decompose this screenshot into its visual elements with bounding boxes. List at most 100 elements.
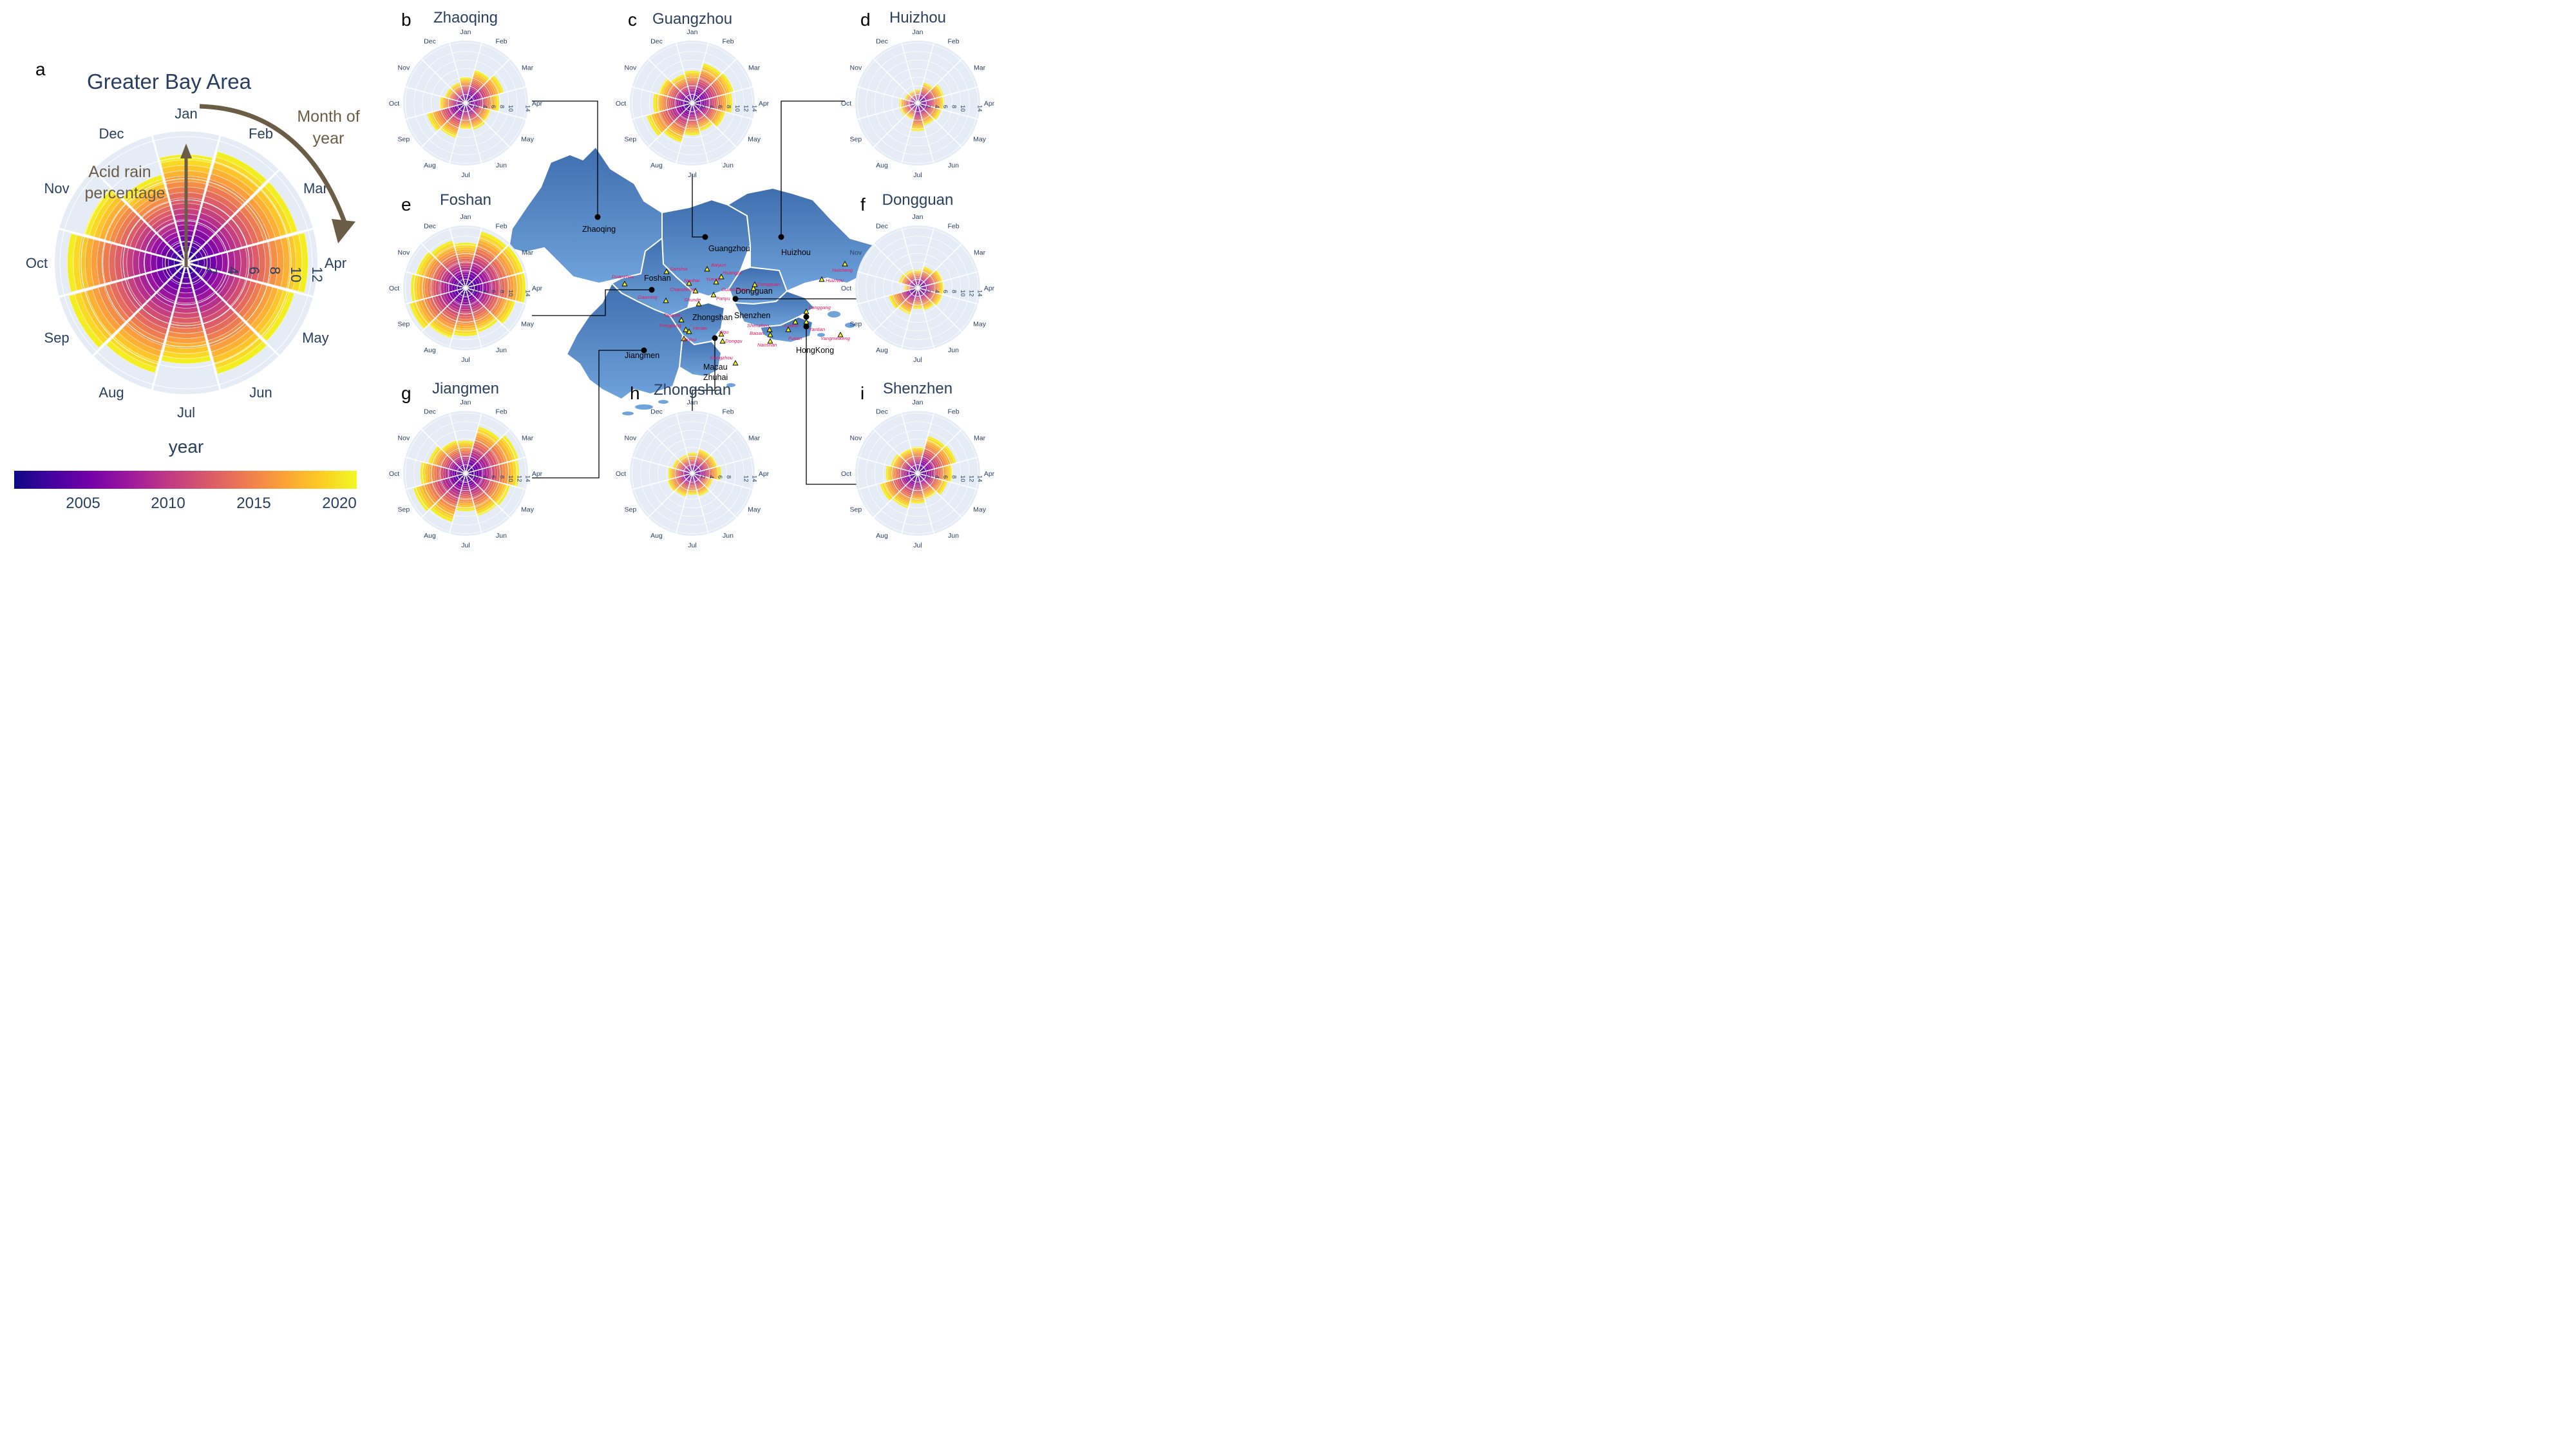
- radial-tick-label: 4: [481, 475, 488, 478]
- radial-tick-label: 14: [976, 105, 983, 112]
- angular-gridline: [917, 473, 934, 534]
- radial-tick-label: 2: [472, 105, 479, 108]
- site-marker-huicheng: [842, 261, 848, 267]
- site-marker-duanzhou: [621, 281, 628, 287]
- bar-g-aug: [430, 473, 466, 522]
- site-marker-tangxia: [678, 317, 685, 323]
- panel-title-b: Zhaoqing: [433, 9, 498, 26]
- city-label-jiangmen: Jiangmen: [625, 351, 659, 360]
- bar-e-nov: [415, 251, 466, 289]
- colorbar-tick-2010: 2010: [151, 495, 185, 512]
- radial-gridline: [683, 94, 701, 112]
- bar-segment: [460, 269, 471, 273]
- angular-gridline: [421, 287, 466, 333]
- site-marker-yangmeikeng: [837, 332, 844, 337]
- radial-gridline: [883, 253, 952, 323]
- bar-i-sep: [880, 473, 918, 501]
- angular-gridline: [405, 86, 466, 104]
- site-label-panyu: Panyu: [716, 296, 730, 301]
- month-label-apr: Apr: [984, 470, 995, 478]
- month-label-nov: Nov: [398, 249, 410, 256]
- month-label-sep: Sep: [625, 506, 637, 513]
- angular-gridline: [692, 473, 737, 518]
- site-label-gaoming: Gaoming: [638, 294, 658, 300]
- site-label-longgang: Longgang: [809, 305, 831, 310]
- site-marker-huangpu: [718, 274, 724, 279]
- radial-gridline: [431, 68, 500, 138]
- month-label-dec: Dec: [650, 408, 663, 416]
- bar-segment: [678, 99, 681, 107]
- map-region-zhaoqing: [507, 146, 665, 285]
- angular-gridline: [465, 413, 482, 474]
- bar-segment: [506, 245, 524, 273]
- radial-gridline: [631, 42, 753, 164]
- panel-letter-a: a: [35, 59, 46, 79]
- month-label-dec: Dec: [99, 126, 124, 142]
- radial-gridline: [866, 421, 970, 526]
- radial-tick-label: 14: [751, 475, 758, 482]
- angular-gridline: [917, 102, 963, 148]
- month-label-aug: Aug: [876, 346, 888, 354]
- radial-tick-label: 6: [942, 105, 949, 108]
- month-label-jan: Jan: [460, 213, 471, 221]
- radial-gridline: [649, 59, 736, 147]
- angular-gridline: [465, 428, 511, 474]
- polar-grid: [631, 42, 753, 164]
- site-marker-xiangzhou: [732, 360, 739, 366]
- site-label-shunde: Shunde: [684, 297, 701, 303]
- radial-gridline: [874, 59, 961, 147]
- radial-tick-label: 8: [951, 290, 958, 293]
- radial-gridline: [891, 77, 944, 129]
- angular-gridline: [901, 227, 918, 289]
- month-label-sep: Sep: [850, 135, 862, 143]
- bar-g-oct: [420, 462, 466, 485]
- site-label-huicheng: Huicheng: [832, 267, 853, 273]
- angular-gridline: [917, 428, 963, 474]
- bar-segment: [480, 231, 507, 249]
- radial-tick-label: 4: [481, 105, 488, 108]
- bar-segment: [462, 274, 469, 278]
- radial-gridline: [431, 439, 500, 508]
- bar-a-feb: [185, 151, 267, 263]
- month-label-jun: Jun: [948, 162, 959, 169]
- panel-title-f: Dongguan: [882, 191, 954, 209]
- site-label-dongguan: Dongguan: [757, 281, 780, 287]
- radial-gridline: [448, 455, 484, 491]
- bar-h-nov: [672, 459, 693, 474]
- radial-gridline: [404, 227, 527, 349]
- site-label-futian: Futian: [788, 336, 802, 341]
- site-label-baoan: Baoan: [750, 330, 764, 336]
- leader-lines: [532, 100, 862, 485]
- bar-h-mar: [692, 455, 718, 474]
- bar-c-jul: [684, 102, 701, 136]
- site-label-luohu: Luohu: [784, 323, 799, 328]
- bar-c-nov: [658, 78, 693, 104]
- bar-segment: [477, 503, 497, 516]
- bar-segment: [446, 283, 450, 293]
- site-marker-yuexiu: [713, 279, 719, 285]
- site-marker-xinhui: [681, 336, 687, 341]
- bar-segment: [447, 468, 451, 478]
- angular-gridline: [676, 102, 693, 164]
- angular-gridline: [405, 271, 466, 289]
- month-label-dec: Dec: [876, 408, 888, 416]
- angular-gridline: [873, 473, 918, 518]
- polar-grid: [404, 42, 527, 164]
- site-label-pengjiang: Pengjiang: [659, 323, 682, 328]
- polar-chart-d: 2 4 6 8 10 14 Jan Feb Mar Apr May Jun Jul Aug Sep Oct No…: [841, 9, 995, 179]
- angular-gridline: [917, 287, 978, 305]
- radial-tick-label: 14: [976, 290, 983, 297]
- panel-title-g: Jiangmen: [432, 380, 499, 397]
- colorbar-tick-2020: 2020: [322, 495, 356, 512]
- angular-gridline: [692, 86, 753, 104]
- bar-segment: [515, 460, 520, 487]
- radial-gridline: [666, 77, 719, 129]
- bar-c-sep: [646, 102, 693, 137]
- leader-line-foshan: [532, 289, 652, 316]
- map-region-zhuhai: [678, 334, 723, 378]
- bar-segment: [945, 445, 957, 464]
- main-annotations: a Greater Bay Area Month of year Acid ra…: [14, 59, 360, 512]
- angular-gridline: [465, 287, 511, 333]
- bar-segment: [264, 182, 298, 234]
